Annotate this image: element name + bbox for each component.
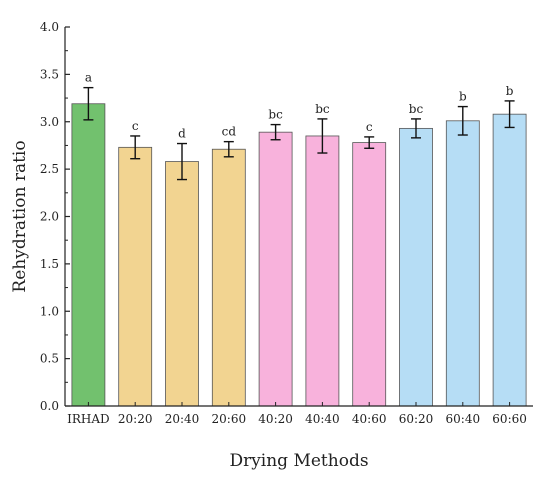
y-tick-label: 3.5 <box>40 67 59 81</box>
significance-label: b <box>506 84 514 98</box>
bar-20-20 <box>118 146 153 407</box>
x-tick-label: 20:20 <box>118 412 153 426</box>
x-ticks-group: IRHAD 20:20 20:40 20:60 40:20 40:40 40:60 60:20… <box>67 402 527 426</box>
x-tick-label: IRHAD <box>67 412 110 426</box>
bar-60-40 <box>445 120 480 407</box>
significance-label: cd <box>222 125 237 139</box>
x-tick-label: 40:60 <box>352 412 387 426</box>
y-tick-label: 0.0 <box>40 399 59 413</box>
significance-label: bc <box>315 102 330 116</box>
significance-label: bc <box>409 102 424 116</box>
y-tick-label: 1.5 <box>40 257 59 271</box>
y-tick-label: 1.0 <box>40 304 59 318</box>
y-tick-label: 3.0 <box>40 115 59 129</box>
bar-20-60 <box>211 148 246 407</box>
significance-label: b <box>459 90 467 104</box>
y-axis-title: Rehydration ratio <box>10 140 30 292</box>
significance-label: bc <box>268 108 283 122</box>
significance-label: c <box>132 119 139 133</box>
x-tick-label: 60:60 <box>492 412 527 426</box>
x-tick-label: 60:40 <box>446 412 481 426</box>
x-tick-label: 20:40 <box>165 412 200 426</box>
y-tick-label: 2.5 <box>40 162 59 176</box>
bar-20-40 <box>165 161 199 407</box>
x-tick-label: 40:40 <box>305 412 340 426</box>
y-ticks-group: 0.0 0.5 1.0 1.5 2.0 2.5 3.0 3.5 4.0 <box>40 20 70 413</box>
bar-60-60 <box>492 113 527 407</box>
significance-label: a <box>85 71 92 85</box>
y-tick-label: 4.0 <box>40 20 59 34</box>
bar-40-40 <box>305 135 340 407</box>
x-tick-label: 60:20 <box>399 412 434 426</box>
bar-60-20 <box>399 127 433 407</box>
y-tick-label: 2.0 <box>40 210 59 224</box>
bar-40-60 <box>352 142 387 407</box>
bars-group <box>71 103 527 407</box>
significance-label: c <box>366 120 373 134</box>
error-bars-group <box>83 86 515 181</box>
x-tick-label: 40:20 <box>258 412 293 426</box>
significance-label: d <box>178 127 186 141</box>
x-axis-title: Drying Methods <box>229 451 368 471</box>
x-tick-label: 20:60 <box>212 412 247 426</box>
y-tick-label: 0.5 <box>40 352 59 366</box>
bar-40-20 <box>258 131 293 407</box>
bar-irhad <box>71 103 106 407</box>
